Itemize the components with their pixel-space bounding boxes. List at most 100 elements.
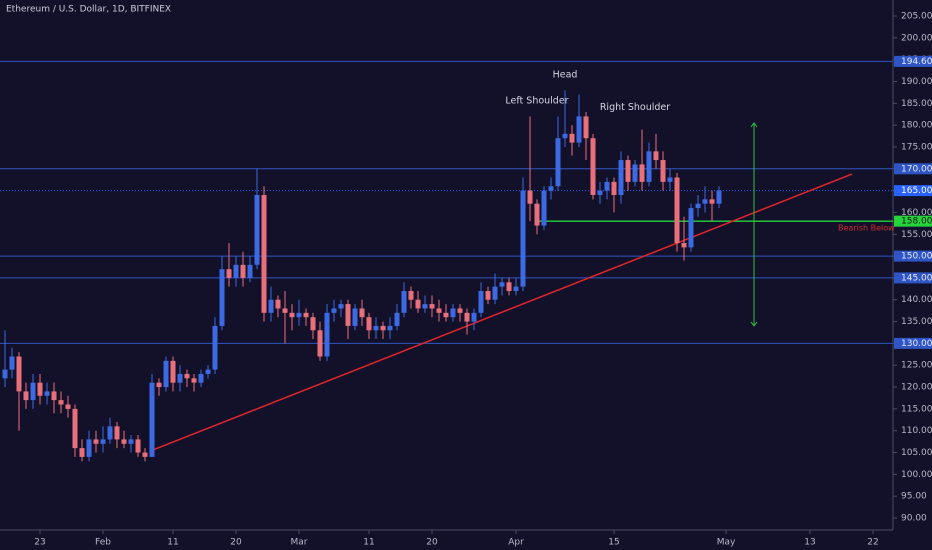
x-tick-label: May	[717, 538, 736, 548]
candle-body	[247, 264, 253, 278]
candle-body	[198, 373, 204, 383]
price-label: 170.00	[901, 164, 932, 174]
arrow-head	[750, 122, 758, 327]
y-tick-label: 160.00	[901, 208, 932, 218]
candle-body	[436, 308, 442, 313]
candle-body	[170, 360, 176, 383]
price-label-box	[894, 250, 932, 262]
price-label: 165.00	[901, 186, 932, 196]
price-label: 150.00	[901, 252, 932, 262]
candle-body	[520, 190, 526, 287]
price-label-box	[894, 185, 932, 197]
y-tick-label: 180.00	[901, 121, 932, 131]
candle-body	[513, 286, 519, 292]
price-label-box	[894, 163, 932, 175]
candle-body	[632, 164, 638, 182]
x-tick-label: 13	[804, 538, 815, 548]
candle-body	[261, 194, 267, 313]
candle-body	[142, 452, 148, 457]
candle-body	[464, 312, 470, 322]
candle-body	[93, 439, 99, 444]
candle-body	[394, 312, 400, 326]
candle-body	[177, 373, 183, 383]
candle-body	[422, 304, 428, 309]
candle-body	[163, 360, 169, 388]
y-tick-label: 110.00	[901, 426, 932, 436]
y-tick-label: 185.00	[901, 99, 932, 109]
support-text: Bearish Below	[838, 224, 895, 233]
candle-body	[282, 308, 288, 313]
candle-body	[338, 304, 344, 309]
candle-body	[457, 308, 463, 313]
candle-body	[506, 282, 512, 292]
candle-body	[184, 373, 190, 379]
candle-body	[128, 439, 134, 444]
y-tick-label: 190.00	[901, 77, 932, 87]
candle-body	[275, 299, 281, 309]
candle-body	[478, 291, 484, 313]
candle-body	[611, 181, 617, 195]
candle-body	[660, 160, 666, 182]
candle-body	[527, 190, 533, 204]
candle-body	[709, 199, 715, 204]
candle-body	[310, 317, 316, 331]
x-tick-label: Feb	[95, 538, 111, 548]
candle-body	[121, 439, 127, 444]
candle-body	[387, 325, 393, 331]
candle-body	[590, 138, 596, 195]
candle-body	[254, 194, 260, 265]
candle-body	[317, 330, 323, 357]
candle-body	[674, 177, 680, 243]
candle-body	[408, 291, 414, 300]
candle-body	[2, 369, 8, 379]
candle-body	[16, 356, 22, 392]
chart-title: Ethereum / U.S. Dollar, 1D, BITFINEX	[6, 5, 171, 15]
y-tick-label: 175.00	[901, 142, 932, 152]
candle-body	[205, 369, 211, 374]
candle-body	[415, 299, 421, 309]
candle-body	[107, 426, 113, 440]
candle-body	[541, 190, 547, 226]
x-tick-label: 23	[34, 538, 45, 548]
candle-body	[373, 325, 379, 331]
y-tick-label: 120.00	[901, 383, 932, 393]
candle-body	[471, 312, 477, 322]
candle-body	[226, 269, 232, 278]
x-tick-label: 22	[867, 538, 878, 548]
candle-body	[401, 291, 407, 313]
candle-body	[562, 133, 568, 139]
candle-body	[79, 448, 85, 457]
candle-body	[604, 181, 610, 191]
candle-body	[576, 116, 582, 143]
candle-body	[492, 286, 498, 300]
candle-body	[618, 160, 624, 195]
candle-body	[443, 312, 449, 318]
candle-body	[625, 160, 631, 182]
candle-body	[212, 325, 218, 370]
candle-body	[149, 382, 155, 457]
y-tick-label: 95.00	[901, 492, 927, 502]
candle-body	[72, 408, 78, 449]
candle-body	[331, 308, 337, 313]
trend-line	[151, 173, 853, 452]
candle-body	[534, 203, 540, 226]
candle-body	[359, 308, 365, 318]
candle-body	[9, 356, 15, 370]
candle-body	[65, 404, 71, 409]
candle-body	[352, 308, 358, 326]
x-tick-label: Apr	[508, 538, 524, 548]
candle-body	[86, 439, 92, 457]
candle-body	[156, 382, 162, 388]
candle-body	[366, 317, 372, 331]
price-label: 158.00	[901, 217, 932, 227]
candle-body	[114, 426, 120, 440]
candle-body	[499, 282, 505, 287]
candle-body	[100, 439, 106, 444]
x-tick-label: 11	[167, 538, 178, 548]
candle-body	[135, 439, 141, 453]
candle-body	[681, 242, 687, 248]
candle-body	[44, 391, 50, 396]
candle-body	[653, 151, 659, 161]
candle-body	[555, 138, 561, 187]
